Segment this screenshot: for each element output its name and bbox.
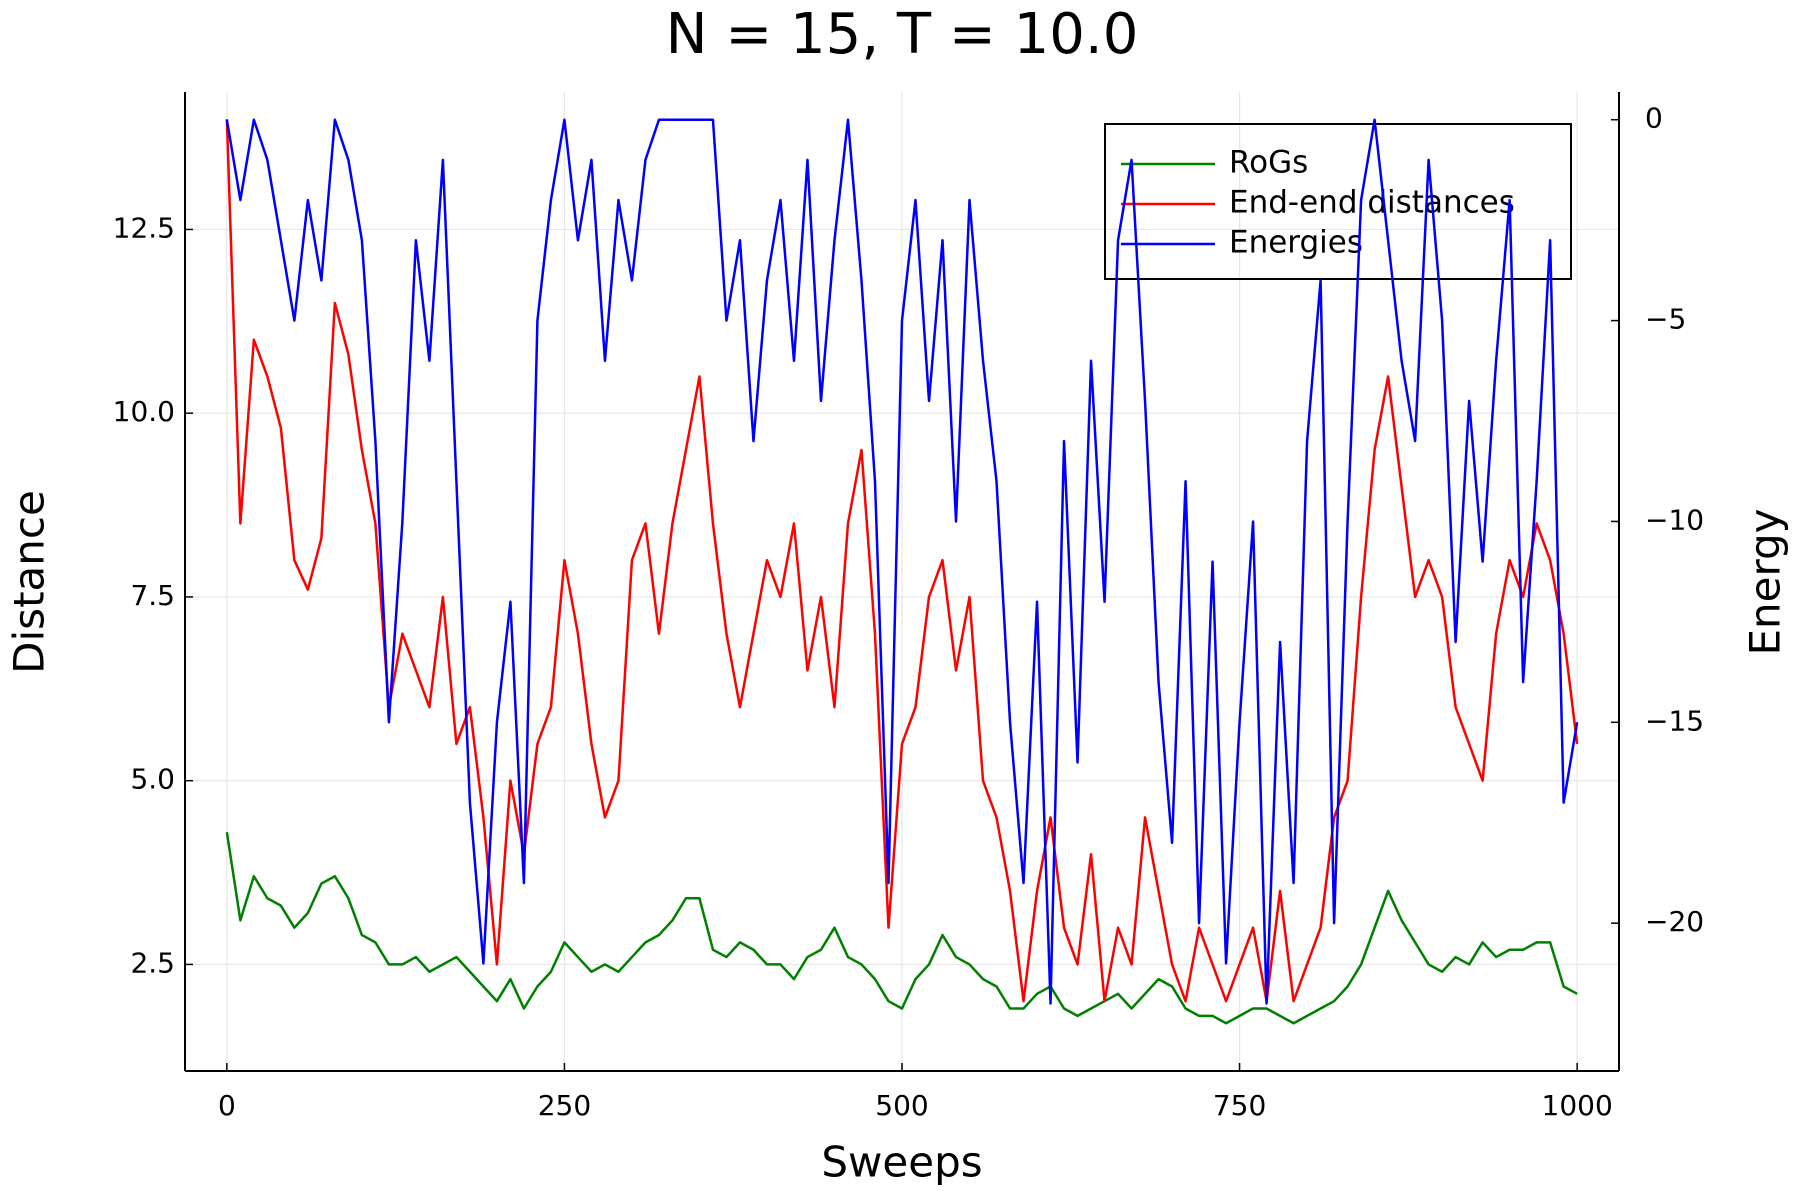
y-tick-label: 7.5 — [130, 579, 175, 612]
x-axis-label: Sweeps — [821, 1138, 982, 1187]
y-axis-label: Distance — [5, 490, 54, 674]
y2-tick-label: −5 — [1645, 303, 1686, 336]
x-tick-label: 0 — [218, 1089, 236, 1122]
x-tick-label: 250 — [538, 1089, 591, 1122]
chart-title: N = 15, T = 10.0 — [666, 2, 1139, 67]
legend-box — [1104, 123, 1572, 280]
y2-tick-label: 0 — [1645, 102, 1663, 135]
y-tick-label: 10.0 — [113, 395, 175, 428]
legend-label: Energies — [1229, 225, 1363, 261]
legend-label: RoGs — [1229, 145, 1308, 181]
x-tick-label: 750 — [1213, 1089, 1266, 1122]
y2-axis-label: Energy — [1741, 508, 1790, 655]
legend-label: End-end distances — [1229, 185, 1515, 221]
series-line — [225, 118, 1579, 1005]
y2-tick-label: −20 — [1645, 905, 1704, 938]
x-tick-label: 1000 — [1542, 1089, 1613, 1122]
y2-tick-label: −15 — [1645, 704, 1704, 737]
y2-tick-label: −10 — [1645, 503, 1704, 536]
series-line — [225, 119, 1579, 1003]
series-line — [225, 831, 1578, 1025]
y-tick-label: 2.5 — [130, 946, 175, 979]
x-tick-label: 500 — [875, 1089, 928, 1122]
y-tick-label: 12.5 — [113, 211, 175, 244]
y-tick-label: 5.0 — [130, 763, 175, 796]
